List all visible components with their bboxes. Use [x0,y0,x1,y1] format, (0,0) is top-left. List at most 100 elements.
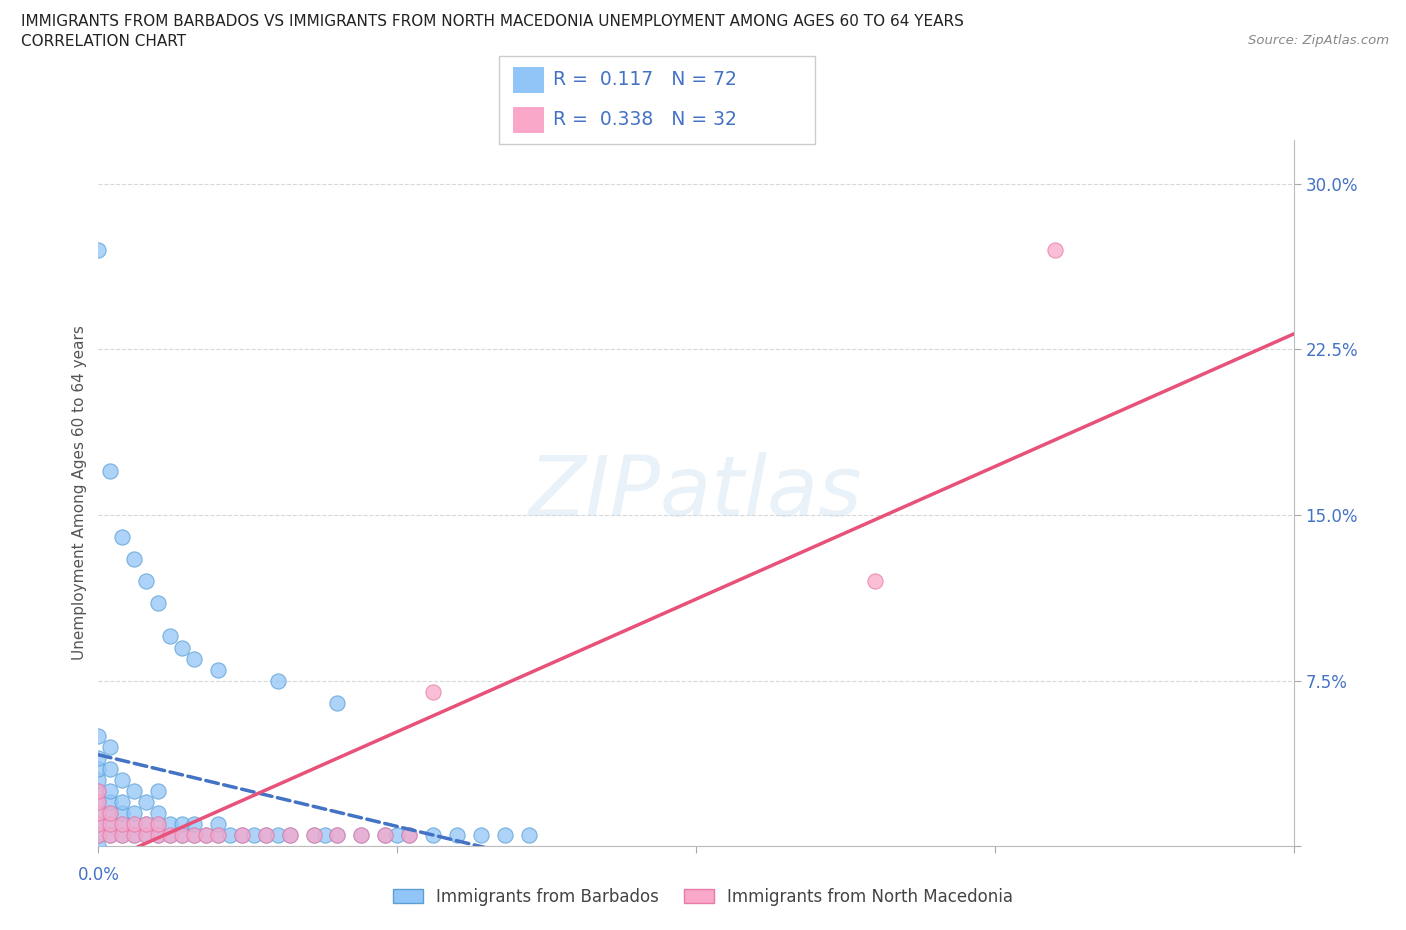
Point [135,794,157,809]
Point [159,629,181,644]
Point [398,828,420,843]
Point [135,828,157,843]
Point [302,828,325,843]
Point [100,817,122,831]
Point [124,817,146,831]
Point [100,794,122,809]
Point [207,817,229,831]
Point [172,640,194,655]
Text: ZIPatlas: ZIPatlas [529,452,863,534]
Point [172,828,194,843]
Legend: Immigrants from Barbados, Immigrants from North Macedonia: Immigrants from Barbados, Immigrants fro… [387,881,1019,912]
Point [87,828,110,843]
Point [326,828,349,843]
Point [207,662,229,677]
Point [100,739,122,754]
Point [207,828,229,843]
Point [398,828,420,843]
Point [219,828,242,843]
Point [183,651,205,666]
Point [135,828,157,843]
Point [111,805,134,820]
Point [207,828,229,843]
Point [183,817,205,831]
Point [148,828,170,843]
Point [124,828,146,843]
Point [278,828,301,843]
Point [111,817,134,831]
Point [374,828,396,843]
Point [87,828,110,843]
Point [374,828,396,843]
Point [124,805,146,820]
Point [183,828,205,843]
Point [87,817,110,831]
Point [87,794,110,809]
Point [183,828,205,843]
Point [100,828,122,843]
Point [87,784,110,799]
Point [111,817,134,831]
Point [135,817,157,831]
Point [243,828,266,843]
Point [87,728,110,743]
Point [87,817,110,831]
Text: CORRELATION CHART: CORRELATION CHART [21,34,186,49]
Point [124,828,146,843]
Point [87,762,110,777]
Point [865,574,887,589]
Point [148,596,170,611]
Point [195,828,218,843]
Point [87,794,110,809]
Point [148,828,170,843]
Point [254,828,277,843]
Point [100,828,122,843]
Point [172,828,194,843]
Point [267,828,290,843]
Point [159,817,181,831]
Point [111,828,134,843]
Point [111,530,134,545]
Point [124,784,146,799]
Point [172,817,194,831]
Point [100,805,122,820]
Point [422,684,444,699]
Point [124,551,146,566]
Point [1043,243,1066,258]
Point [302,828,325,843]
Point [87,773,110,788]
Point [148,805,170,820]
Point [326,696,349,711]
Text: 0.0%: 0.0% [77,866,120,884]
Point [494,828,516,843]
Point [148,817,170,831]
Point [87,805,110,820]
Point [385,828,409,843]
Text: R =  0.117   N = 72: R = 0.117 N = 72 [553,71,737,89]
Point [446,828,468,843]
Point [124,817,146,831]
Point [254,828,277,843]
Point [87,751,110,765]
Point [111,828,134,843]
Text: R =  0.338   N = 32: R = 0.338 N = 32 [553,111,737,129]
Point [87,839,110,854]
Point [100,762,122,777]
Point [87,243,110,258]
Point [148,817,170,831]
Point [231,828,253,843]
Point [422,828,444,843]
Point [111,773,134,788]
Point [100,805,122,820]
Point [87,805,110,820]
Text: Source: ZipAtlas.com: Source: ZipAtlas.com [1249,34,1389,47]
Point [195,828,218,843]
Point [231,828,253,843]
Point [315,828,337,843]
Point [100,817,122,831]
Point [517,828,540,843]
Text: IMMIGRANTS FROM BARBADOS VS IMMIGRANTS FROM NORTH MACEDONIA UNEMPLOYMENT AMONG A: IMMIGRANTS FROM BARBADOS VS IMMIGRANTS F… [21,14,965,29]
Point [350,828,373,843]
Point [326,828,349,843]
Point [100,784,122,799]
